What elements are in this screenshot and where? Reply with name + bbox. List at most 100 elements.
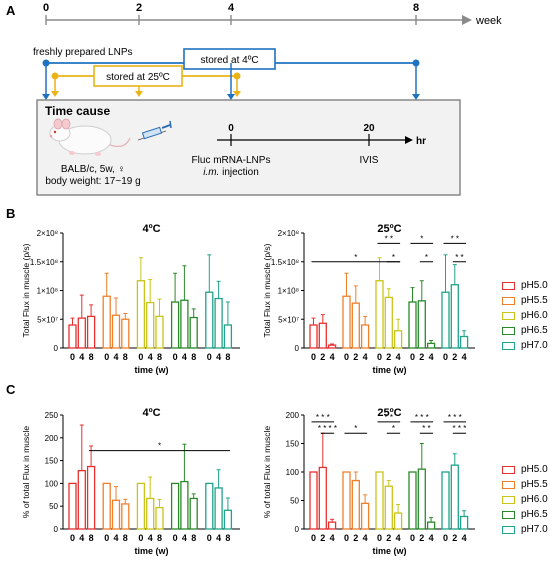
y-tick-label: 100 (286, 468, 300, 477)
bar (417, 300, 426, 349)
bar (214, 487, 223, 530)
bar (111, 314, 121, 349)
y-tick-label: 2×10⁸ (278, 229, 299, 238)
significance-label: * * * * (318, 424, 337, 433)
x-tick-label: 0 (173, 352, 178, 362)
bar (393, 330, 403, 349)
y-tick-label: 1×10⁸ (37, 287, 58, 296)
x-tick-label: 4 (363, 352, 368, 362)
legend-item: pH7.0 (502, 522, 548, 537)
bar (309, 471, 318, 530)
x-tick-label: 8 (191, 352, 196, 362)
significance-label: * (354, 424, 357, 433)
legend-label: pH6.5 (521, 509, 548, 520)
x-tick-label: 0 (70, 533, 75, 543)
panel-label-b: B (6, 206, 15, 221)
significance-label: * * (385, 234, 393, 243)
x-tick-label: 4 (148, 533, 153, 543)
x-tick-label: 4 (330, 533, 335, 543)
bar (205, 291, 214, 349)
significance-label: * * * (448, 413, 462, 422)
x-tick-label: 0 (377, 352, 382, 362)
x-tick-label: 2 (353, 533, 358, 543)
bar (384, 296, 393, 349)
chart-title: 25ºC (377, 407, 401, 419)
x-tick-label: 0 (207, 352, 212, 362)
y-tick-label: 0 (295, 525, 300, 534)
legend-item: pH6.5 (502, 323, 548, 338)
x-tick-label: 4 (330, 352, 335, 362)
legend-swatch (502, 510, 515, 519)
legend-swatch (502, 465, 515, 474)
x-tick-label: 4 (363, 533, 368, 543)
x-tick-label: 2 (386, 352, 391, 362)
week-tick-0: 0 (43, 2, 49, 14)
x-tick-label: 0 (173, 533, 178, 543)
bar (102, 295, 111, 349)
legend-swatch (502, 296, 515, 305)
bar (77, 469, 86, 530)
significance-label: * (354, 253, 357, 262)
legend-label: pH6.5 (521, 325, 548, 336)
x-tick-label: 0 (443, 352, 448, 362)
bar (189, 497, 198, 530)
bar (450, 464, 459, 530)
stored-25c-label: stored at 25ºC (106, 72, 170, 83)
significance-label: * * (451, 234, 459, 243)
fresh-lnps-label: freshly prepared LNPs (33, 47, 133, 58)
legend-swatch (502, 311, 515, 320)
x-tick-label: 2 (320, 533, 325, 543)
bar (86, 465, 96, 530)
legend-item: pH5.5 (502, 293, 548, 308)
mouse-icon (49, 118, 131, 156)
legend-item: pH5.0 (502, 278, 548, 293)
week-tick-2: 2 (136, 2, 142, 14)
x-tick-label: 2 (419, 352, 424, 362)
bar (375, 471, 384, 530)
x-tick-label: 0 (410, 352, 415, 362)
x-axis-label: time (w) (134, 546, 168, 556)
significance-label: * (392, 253, 395, 262)
x-tick-label: 0 (70, 352, 75, 362)
stored-4c-label: stored at 4ºC (200, 55, 258, 66)
significance-label: * * (385, 413, 393, 422)
y-tick-label: 100 (45, 479, 59, 488)
x-tick-label: 4 (216, 533, 221, 543)
mouse-strain-label: BALB/c, 5w, ♀ (61, 164, 125, 175)
time-cause-box: Time cause BALB/c, 5w, ♀ body weight: 17… (36, 99, 461, 196)
legend-item: pH5.0 (502, 462, 548, 477)
y-axis-label: Total Flux in muscle (p/s) (21, 243, 31, 337)
stored-25c-box (93, 65, 183, 87)
x-tick-label: 8 (225, 352, 230, 362)
x-tick-label: 2 (386, 533, 391, 543)
x-tick-label: 8 (157, 352, 162, 362)
bar (375, 280, 384, 349)
y-tick-label: 0 (295, 344, 300, 353)
y-tick-label: 150 (286, 440, 300, 449)
y-axis-label: Total Flux in muscle (p/s) (262, 243, 272, 337)
legend-item: pH5.5 (502, 477, 548, 492)
y-axis-label: % of total Flux in muscle (262, 426, 272, 518)
legend-c: pH5.0 pH5.5 pH6.0 pH6.5 pH7.0 (502, 462, 548, 537)
y-tick-label: 5×10⁷ (37, 315, 58, 324)
bar (342, 471, 351, 530)
x-tick-label: 8 (89, 352, 94, 362)
bar (441, 471, 450, 530)
charts-layer: 4ºC 0 5×10⁷ 1×10⁸ 1.5×10⁸ 2×10⁸ Total Flux in … (21, 223, 475, 556)
significance-label: * (392, 424, 395, 433)
y-tick-label: 250 (45, 411, 59, 420)
ivis-label: IVIS (360, 155, 379, 166)
x-tick-label: 4 (182, 533, 187, 543)
x-tick-label: 4 (396, 352, 401, 362)
significance-label: * * (422, 424, 430, 433)
significance-label: * * (455, 253, 463, 262)
x-tick-label: 4 (113, 533, 118, 543)
x-axis-label: time (w) (372, 365, 406, 375)
legend-label: pH5.5 (521, 479, 548, 490)
x-tick-label: 0 (207, 533, 212, 543)
y-tick-label: 50 (49, 502, 58, 511)
legend-label: pH6.0 (521, 310, 548, 321)
legend-b: pH5.0 pH5.5 pH6.0 pH6.5 pH7.0 (502, 278, 548, 353)
bar (68, 482, 77, 530)
